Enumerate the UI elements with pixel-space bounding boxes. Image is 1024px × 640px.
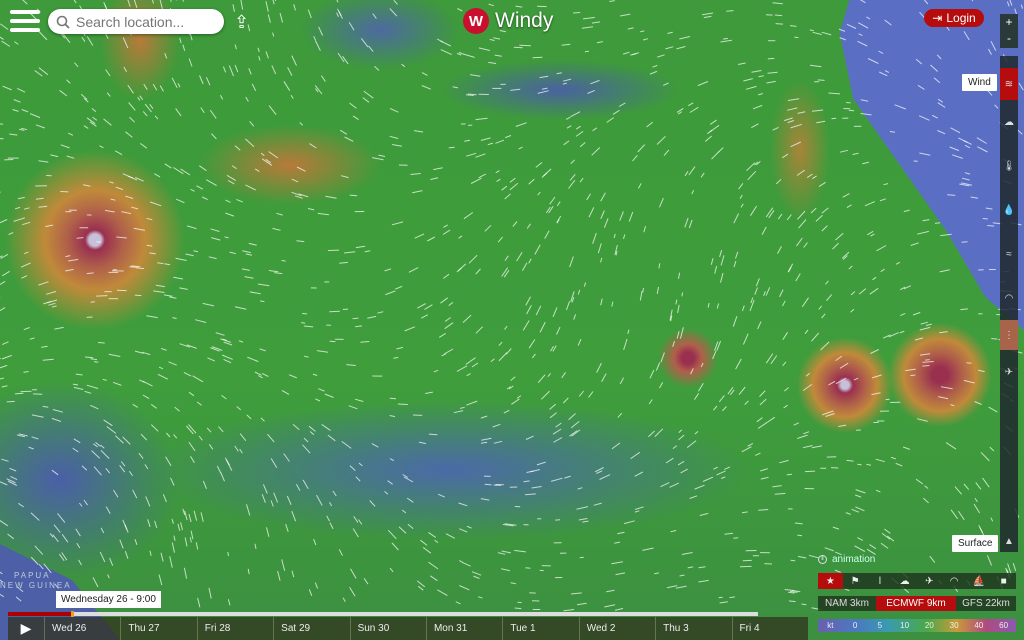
search-box[interactable] [48,9,224,34]
login-icon: ⇥ [932,11,943,25]
timeline-day[interactable]: Thu 27 [120,617,196,640]
legend-value: 10 [900,621,910,630]
legend-value: 30 [949,621,959,630]
timeline[interactable]: ▶ Wed 26 Thu 27 Fri 28 Sat 29 Sun 30 Mon 31 Tue… [8,611,808,640]
overlay-kite-button[interactable]: ⚑ [843,573,868,589]
legend-value: 0 [852,621,858,630]
model-option[interactable]: GFS 22km [962,598,1010,609]
layer-tooltip: Wind [962,74,997,91]
legend-value: 5 [877,621,883,630]
zoom-out-button[interactable]: - [1007,31,1011,45]
layer-temperature[interactable]: 🌡 [1000,144,1018,188]
overlay-cloud-sun-button[interactable]: ☁ [892,573,917,589]
layer-waves[interactable]: ≈ [1000,232,1018,276]
cloud-sun-icon: ☁ [899,575,910,587]
timeline-day[interactable]: Fri 28 [196,617,273,640]
animation-toggle[interactable]: ǁ animation [818,554,875,565]
search-input[interactable] [76,13,216,30]
more-icon: ⋮ [1004,329,1014,341]
layer-clouds[interactable]: ☁ [1000,100,1018,144]
waves-icon: ≈ [1006,248,1012,260]
timeline-days: ▶ Wed 26 Thu 27 Fri 28 Sat 29 Sun 30 Mon 31 Tue… [8,617,808,640]
star-icon: ★ [825,575,835,587]
play-button[interactable]: ▶ [8,617,44,640]
more-layers-button[interactable]: ⋮ [1000,320,1018,350]
windy-logo[interactable]: W Windy [463,8,553,34]
overlay-paraglider-button[interactable]: ◠ [942,573,967,589]
play-icon: ▶ [20,620,32,636]
airplane-icon: ✈ [1004,366,1014,378]
timeline-day[interactable]: Wed 26 [44,617,120,640]
timeline-day[interactable]: Sun 30 [349,617,426,640]
timeline-handle[interactable] [70,611,74,617]
search-icon [56,15,70,29]
altitude-button[interactable]: ▲ [1000,530,1018,552]
legend-value: 40 [974,621,984,630]
timeline-progress [8,612,72,616]
wind-icon: ≋ [1004,78,1014,90]
share-icon[interactable]: ⇪ [234,12,250,32]
overlay-bar: ★ ⚑ ǀ ☁ ✈ ◠ ⛵ ■ [818,573,1016,589]
timeline-track[interactable] [8,611,758,617]
mountain-icon: ▲ [1004,535,1014,547]
thermometer-icon: ǀ [878,575,882,587]
layer-wind[interactable]: ≋ [1000,68,1018,100]
thermometer-icon: 🌡 [1002,160,1016,172]
overlay-airplane-button[interactable]: ✈ [917,573,942,589]
paraglider-icon: ◠ [949,575,959,587]
droplet-icon: 💧 [1002,204,1016,216]
login-button[interactable]: ⇥ Login [924,9,984,27]
wind-legend: kt 0 5 10 20 30 40 60 [818,619,1016,632]
model-selector: NAM 3km ECMWF 9km GFS 22km [818,596,1016,611]
layer-pressure[interactable]: ◠ [1000,276,1018,320]
legend-value: 20 [924,621,934,630]
airplane-icon: ✈ [925,575,934,587]
zoom-control: + - [1000,14,1018,48]
time-bubble: Wednesday 26 - 9:00 [56,591,161,608]
pause-icon: ǁ [818,555,827,564]
windy-logo-icon: W [463,8,489,34]
logo-text: Windy [495,9,554,32]
menu-button[interactable] [10,10,40,34]
kite-icon: ⚑ [850,575,860,587]
overlay-camera-button[interactable]: ■ [991,573,1016,589]
legend-unit: kt [827,621,834,630]
overlay-surfer-button[interactable]: ⛵ [967,573,992,589]
animation-label: animation [832,554,876,565]
cloud-icon: ☁ [1004,116,1014,128]
model-option[interactable]: ECMWF 9km [876,596,956,611]
map-label-papua-new-guinea: PAPUA NEW GUINEA [0,571,72,590]
layer-rain[interactable]: 💧 [1000,188,1018,232]
legend-value: 60 [999,621,1009,630]
zoom-in-button[interactable]: + [1005,15,1013,29]
airports-button[interactable]: ✈ [1000,350,1018,394]
camera-icon: ■ [1000,575,1007,587]
gauge-icon: ◠ [1004,292,1014,304]
overlay-star-button[interactable]: ★ [818,573,843,589]
timeline-day[interactable]: Sat 29 [273,617,349,640]
timeline-day[interactable]: Tue 1 [502,617,578,640]
layer-toolbar: ≋ ☁ 🌡 💧 ≈ ◠ ⋮ ✈ ▲ [1000,56,1018,552]
overlay-thermometer-button[interactable]: ǀ [868,573,893,589]
login-label: Login [946,11,976,25]
surfer-icon: ⛵ [972,575,986,587]
land-north-america [839,0,1024,330]
timeline-day[interactable]: Mon 31 [425,617,502,640]
timeline-day[interactable]: Wed 2 [578,617,655,640]
level-tooltip: Surface [952,535,999,552]
model-option[interactable]: NAM 3km [825,598,869,609]
timeline-day[interactable]: Thu 3 [655,617,731,640]
timeline-day[interactable]: Fri 4 [731,617,808,640]
